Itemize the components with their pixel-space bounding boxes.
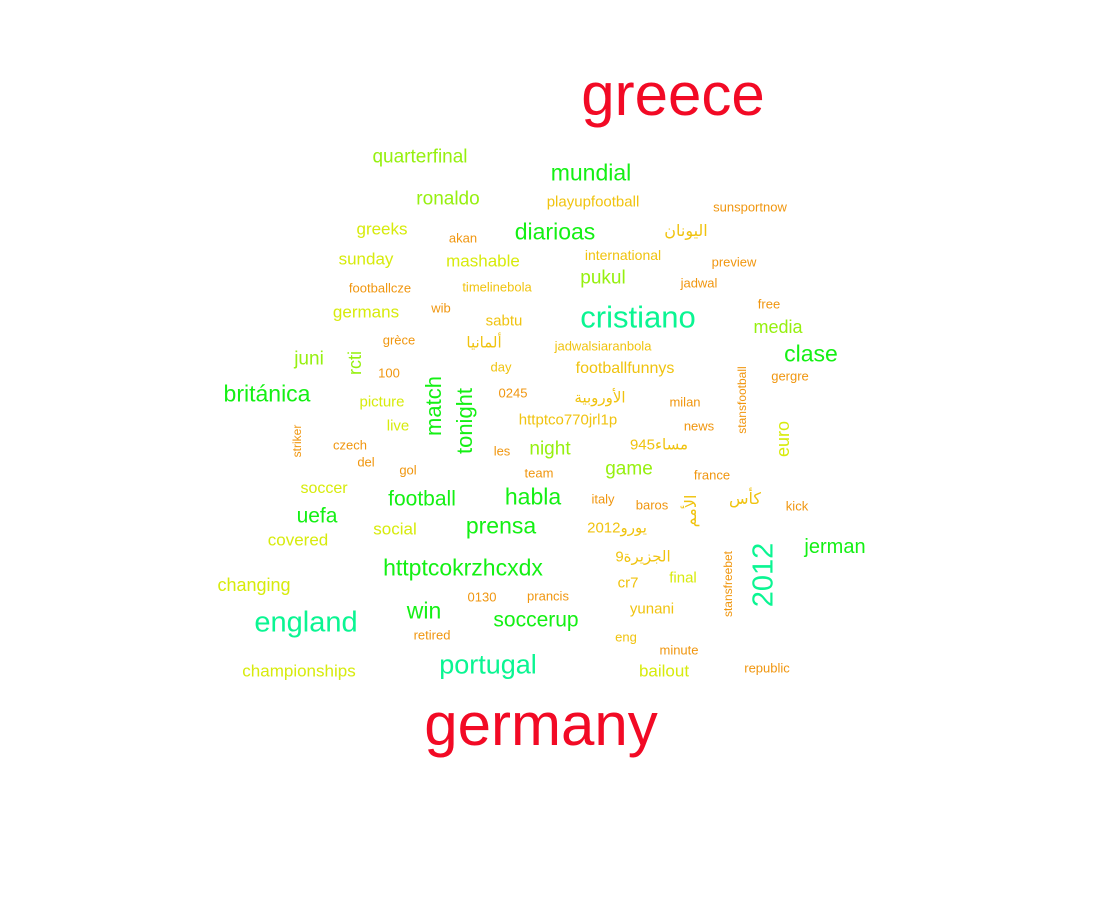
word-arabic-yuro2012: يورو2012: [587, 519, 647, 537]
word-jerman: jerman: [804, 536, 866, 558]
word-cristiano: cristiano: [580, 299, 696, 335]
word-retired: retired: [413, 627, 451, 643]
word-grece: grèce: [382, 332, 416, 348]
word-les: les: [493, 443, 511, 459]
word-covered: covered: [267, 530, 329, 550]
word-habla: habla: [504, 483, 562, 510]
word-final: final: [669, 569, 697, 587]
word-bailout: bailout: [638, 661, 690, 681]
word-footballfunnys: footballfunnys: [575, 360, 675, 377]
word-httptco770jrl1p: httptco770jrl1p: [518, 411, 618, 429]
word-arabic-masa945: مساء945: [629, 436, 689, 454]
word-rcti: rcti: [345, 351, 365, 375]
word-preview: preview: [711, 254, 757, 270]
word-greece: greece: [581, 61, 765, 128]
word-game: game: [605, 458, 653, 480]
word-baros: baros: [635, 497, 669, 513]
word-0130: 0130: [467, 589, 497, 605]
word-eng: eng: [615, 629, 637, 645]
word-pukul: pukul: [580, 267, 626, 289]
word-arabic-kas: كأس: [728, 491, 762, 508]
word-arabic-aljazeera9: الجزيرة9: [615, 548, 671, 566]
word-social: social: [373, 519, 417, 539]
word-football: football: [388, 487, 456, 511]
word-win: win: [406, 597, 442, 624]
word-portugal: portugal: [439, 649, 537, 680]
word-httptcokrzhcxdx: httptcokrzhcxdx: [383, 554, 543, 581]
word-arabic-alurubiya: الأوروبية: [574, 389, 626, 407]
word-germans: germans: [332, 302, 400, 322]
word-gergre: gergre: [771, 368, 809, 384]
word-euro: euro: [773, 420, 793, 458]
word-footballcze: footballcze: [348, 280, 412, 296]
word-prancis: prancis: [527, 588, 569, 604]
word-stansfreebet: stansfreebet: [721, 550, 735, 618]
word-championships: championships: [242, 661, 356, 681]
word-prensa: prensa: [465, 512, 537, 539]
word-night: night: [529, 438, 571, 460]
word-0245: 0245: [498, 385, 528, 401]
word-juni: juni: [294, 348, 324, 370]
word-milan: milan: [669, 394, 701, 410]
word-republic: republic: [744, 660, 790, 676]
word-changing: changing: [217, 575, 291, 595]
word-arabic-almaniya: ألمانيا: [466, 334, 502, 352]
word-ronaldo: ronaldo: [416, 188, 480, 210]
word-day: day: [490, 359, 512, 375]
word-arabic-alumam: الأمم: [683, 494, 700, 528]
word-free: free: [757, 296, 781, 312]
word-arabic-alyunan: اليونان: [664, 223, 708, 240]
word-clase: clase: [784, 340, 838, 367]
word-minute: minute: [659, 642, 699, 658]
word-sunday: sunday: [338, 249, 394, 269]
word-cr7: cr7: [617, 574, 639, 592]
word-wib: wib: [431, 300, 451, 316]
word-jadwal: jadwal: [680, 275, 718, 291]
word-britanica: británica: [223, 380, 311, 407]
word-kick: kick: [785, 498, 809, 514]
word-timelinebola: timelinebola: [462, 279, 532, 295]
word-match: match: [421, 376, 446, 436]
word-stansfootball: stansfootball: [735, 366, 749, 434]
word-picture: picture: [359, 393, 405, 411]
word-live: live: [386, 417, 410, 435]
word-team: team: [524, 465, 554, 481]
word-czech: czech: [333, 437, 367, 453]
word-yunani: yunani: [629, 600, 675, 618]
word-quarterfinal: quarterfinal: [372, 146, 468, 168]
word-italy: italy: [591, 491, 615, 507]
word-mashable: mashable: [446, 251, 520, 271]
word-100: 100: [378, 365, 400, 381]
word-soccer: soccer: [300, 480, 348, 497]
word-tonight: tonight: [452, 387, 477, 455]
word-news: news: [683, 418, 715, 434]
word-mundial: mundial: [550, 159, 632, 186]
word-sunsportnow: sunsportnow: [713, 199, 787, 215]
word-2012: 2012: [747, 542, 780, 608]
word-greeks: greeks: [356, 219, 408, 239]
word-striker: striker: [290, 424, 304, 458]
word-france: france: [693, 467, 731, 483]
word-del: del: [357, 454, 375, 470]
word-jadwalsiaranbola: jadwalsiaranbola: [554, 338, 652, 354]
word-media: media: [753, 317, 803, 337]
word-international: international: [584, 247, 662, 263]
word-germany: germany: [424, 691, 658, 758]
word-diarioas: diarioas: [514, 218, 596, 245]
word-gol: gol: [399, 462, 417, 478]
word-england: england: [254, 606, 358, 639]
word-sabtu: sabtu: [485, 312, 523, 330]
word-uefa: uefa: [296, 504, 338, 528]
word-akan: akan: [448, 230, 478, 246]
word-soccerup: soccerup: [493, 608, 579, 632]
word-playupfootball: playupfootball: [546, 193, 640, 211]
